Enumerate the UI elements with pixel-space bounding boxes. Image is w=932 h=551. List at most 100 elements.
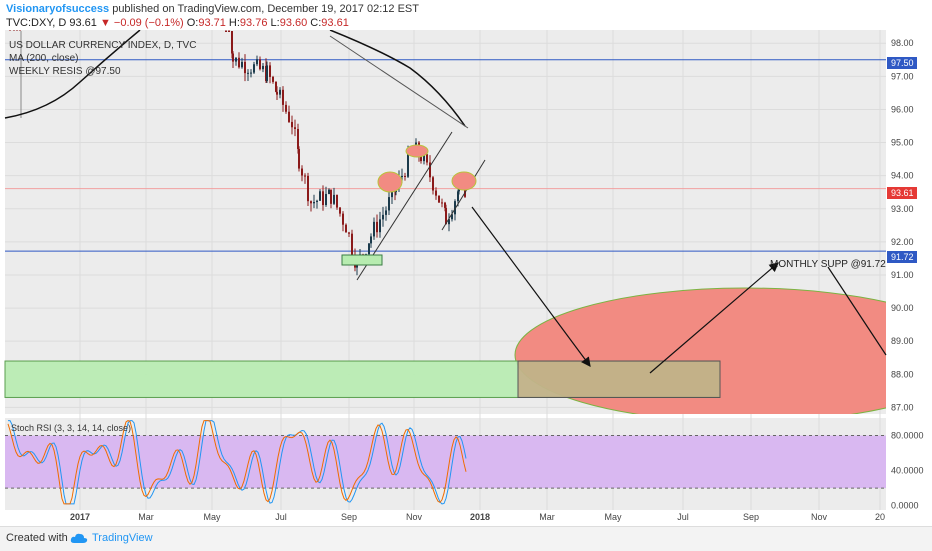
candle-body — [298, 148, 300, 169]
price-tick-label: 91.00 — [891, 270, 914, 280]
open-label: O: — [186, 17, 199, 29]
price-tick-label: 88.00 — [891, 369, 914, 379]
candle-body — [225, 31, 227, 32]
zones — [4, 59, 886, 489]
candle-body — [238, 57, 240, 68]
time-tick-label: 2017 — [70, 512, 90, 522]
price-axis[interactable] — [886, 30, 932, 510]
price-tick-label: 95.00 — [891, 138, 914, 148]
candle-body — [228, 31, 230, 32]
descending-trendline — [329, 35, 469, 129]
time-axis[interactable] — [5, 510, 886, 526]
resistance-price-label: 97.50 — [891, 58, 914, 68]
ma-200-line — [4, 30, 141, 119]
price-tick-label: 97.00 — [891, 71, 914, 81]
symbol-label: TVC:DXY, D — [6, 17, 67, 29]
candle-body — [454, 201, 456, 215]
time-tick-label: 2018 — [470, 512, 490, 522]
created-with-text: Created with — [6, 532, 68, 544]
tradingview-cloud-icon — [70, 533, 88, 543]
close-value: 93.61 — [321, 17, 349, 29]
candle-body — [385, 210, 387, 215]
price-change: −0.09 (−0.1%) — [113, 17, 184, 29]
current-price-label: 93.61 — [891, 188, 914, 198]
high-value: 93.76 — [239, 17, 268, 29]
low-label: L: — [270, 17, 280, 29]
author-link[interactable]: Visionaryofsuccess — [6, 3, 110, 15]
candle-body — [379, 219, 381, 233]
candle-body — [282, 89, 284, 105]
candle-body — [259, 59, 261, 70]
candle-body — [325, 193, 327, 206]
candle-body — [429, 162, 431, 178]
price-tick-label: 87.00 — [891, 402, 914, 412]
candle-body — [339, 207, 341, 214]
candle-body — [432, 177, 434, 191]
projection-line-down — [827, 266, 887, 356]
time-tick-label: Jul — [677, 512, 689, 522]
time-tick-label: Sep — [341, 512, 357, 522]
wedge-upper-line — [441, 159, 486, 231]
osc-tick-label: 0.0000 — [891, 501, 919, 511]
price-tick-label: 90.00 — [891, 303, 914, 313]
candle-body — [382, 214, 384, 220]
candle-body — [247, 72, 249, 74]
candle-body — [269, 65, 271, 77]
candle-body — [373, 221, 375, 237]
candle-body — [388, 197, 390, 211]
legend-title: US DOLLAR CURRENCY INDEX, D, TVC — [9, 40, 196, 51]
candle-body — [457, 191, 459, 202]
candle-body — [342, 213, 344, 225]
chart-header: Visionaryofsuccess published on TradingV… — [0, 0, 932, 30]
candle-body — [404, 175, 406, 177]
stoch-d-line — [7, 420, 467, 505]
candle-body — [301, 168, 303, 176]
osc-tick-label: 40.0000 — [891, 466, 924, 476]
candle-body — [244, 61, 246, 74]
ohlc-line: TVC:DXY, D 93.61 ▼ −0.09 (−0.1%) O:93.71… — [6, 17, 349, 29]
published-text: published on TradingView.com, December 1… — [109, 3, 419, 15]
low-value: 93.60 — [279, 17, 308, 29]
candle-body — [232, 53, 234, 62]
candle-body — [348, 232, 350, 234]
high-label: H: — [228, 17, 240, 29]
candle-body — [266, 65, 268, 81]
time-tick-label: May — [203, 512, 221, 522]
candle-body — [313, 202, 315, 204]
candle-body — [294, 127, 296, 129]
stoch-k-line — [8, 420, 467, 505]
candle-body — [445, 207, 447, 225]
price-tick-label: 89.00 — [891, 336, 914, 346]
candle-body — [231, 31, 233, 54]
candle-body — [307, 175, 309, 202]
candle-body — [291, 121, 293, 128]
projection-arrow-up — [649, 262, 779, 374]
candle-body — [435, 190, 437, 196]
oscillator-label: Stoch RSI (3, 3, 14, 14, close) — [11, 423, 131, 433]
candle-body — [448, 219, 450, 225]
candle-body — [276, 91, 278, 95]
candle-body — [256, 59, 258, 65]
candle-body — [285, 104, 287, 112]
price-tick-label: 93.00 — [891, 204, 914, 214]
candle-body — [451, 214, 453, 220]
price-tick-label: 98.00 — [891, 38, 914, 48]
price-tick-label: 96.00 — [891, 104, 914, 114]
candle-body — [370, 236, 372, 244]
candle-body — [262, 65, 264, 70]
time-tick-label: Nov — [811, 512, 828, 522]
head-marker — [405, 144, 429, 158]
candle-body — [351, 233, 353, 255]
tradingview-brand-link[interactable]: TradingView — [92, 532, 153, 544]
last-price: 93.61 — [69, 17, 97, 29]
ma-200-line — [329, 30, 466, 127]
support-price-tag — [887, 251, 917, 263]
candle-body — [420, 156, 422, 162]
time-tick-label: Jul — [275, 512, 287, 522]
candle-body — [444, 202, 446, 208]
legend-ma: MA (200, close) — [9, 53, 78, 64]
candle-body — [304, 175, 306, 177]
candle-body — [322, 191, 324, 206]
oscillator-lines — [7, 420, 467, 505]
chart-canvas[interactable]: 87.00 88.00 89.00 90.00 91.00 92.00 93.00 94.00… — [0, 30, 932, 526]
